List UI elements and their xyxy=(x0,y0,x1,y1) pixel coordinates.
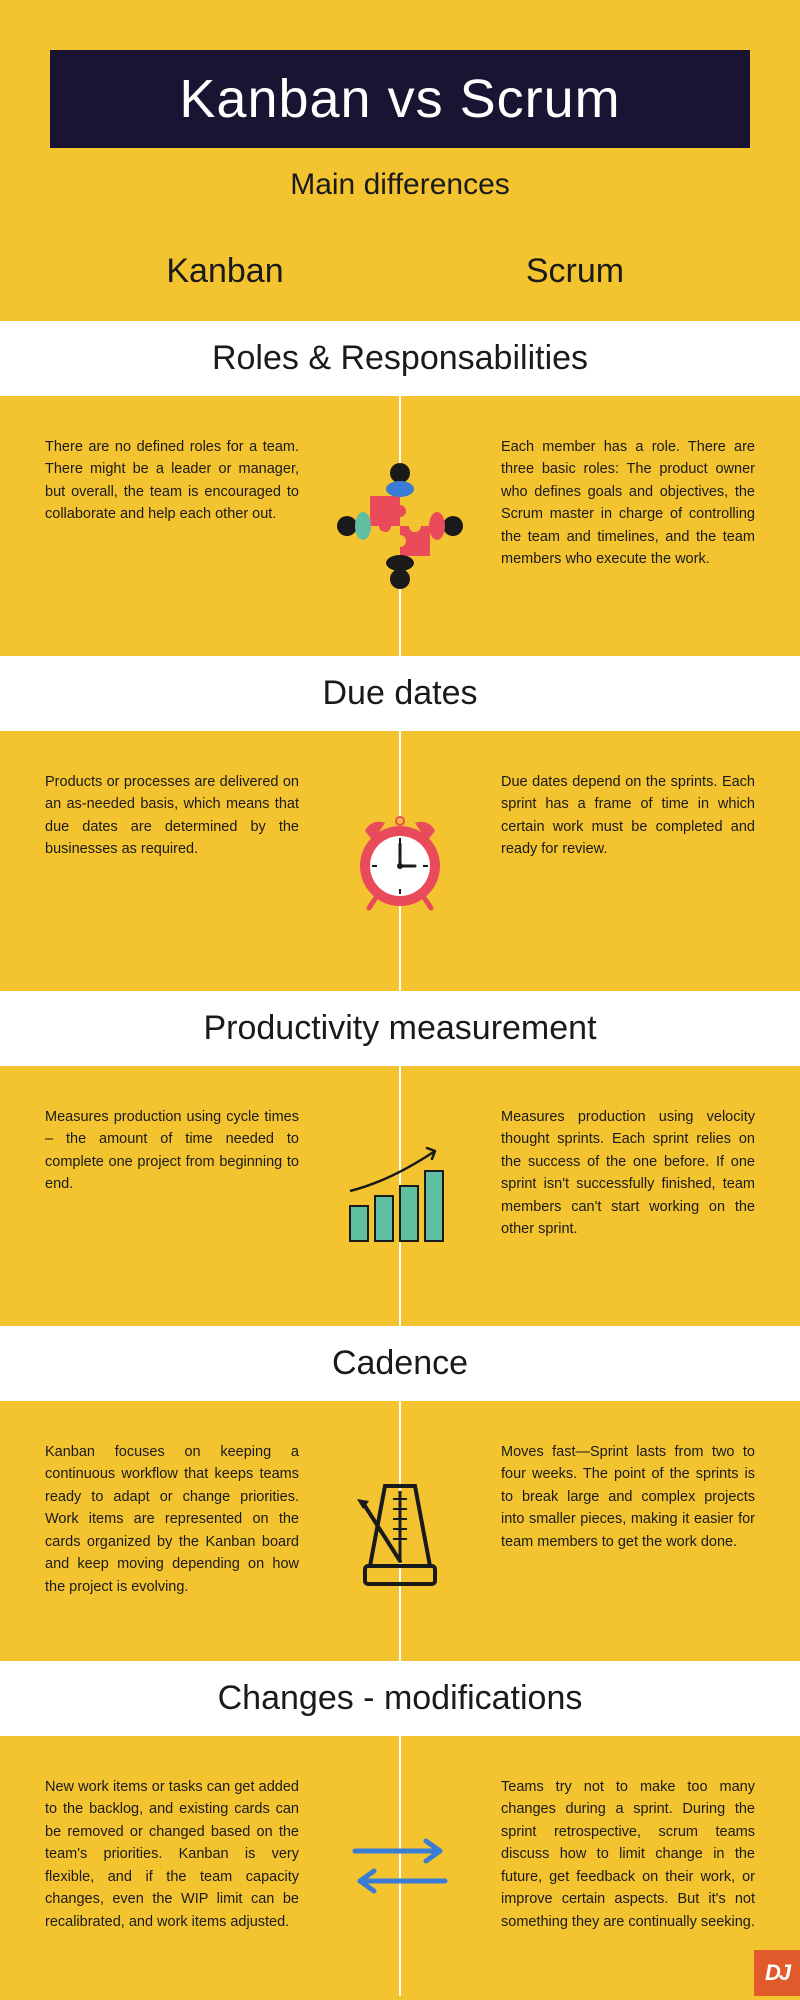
header: Kanban vs Scrum Main differences xyxy=(0,0,800,222)
section-title: Roles & Responsabilities xyxy=(0,321,800,396)
column-headers: Kanban Scrum xyxy=(0,252,800,321)
col-header-left: Kanban xyxy=(50,252,400,291)
section-body: There are no defined roles for a team. T… xyxy=(0,396,800,656)
section-body: Measures production using cycle times – … xyxy=(0,1066,800,1326)
main-title: Kanban vs Scrum xyxy=(50,50,750,148)
alarm-clock-icon xyxy=(330,791,470,931)
section-body: Kanban focuses on keeping a continuous w… xyxy=(0,1401,800,1661)
metronome-icon xyxy=(330,1461,470,1601)
section-title: Changes - modifications xyxy=(0,1661,800,1736)
subtitle: Main differences xyxy=(50,168,750,202)
section-title: Productivity measurement xyxy=(0,991,800,1066)
section-title: Cadence xyxy=(0,1326,800,1401)
section-title: Due dates xyxy=(0,656,800,731)
brand-logo: DJ xyxy=(754,1950,800,1996)
people-puzzle-icon xyxy=(330,456,470,596)
col-header-right: Scrum xyxy=(400,252,750,291)
infographic-container: Kanban vs Scrum Main differences Kanban … xyxy=(0,0,800,1996)
swap-arrows-icon xyxy=(330,1796,470,1936)
bar-chart-growth-icon xyxy=(330,1126,470,1266)
section-body: New work items or tasks can get added to… xyxy=(0,1736,800,1996)
section-body: Products or processes are delivered on a… xyxy=(0,731,800,991)
